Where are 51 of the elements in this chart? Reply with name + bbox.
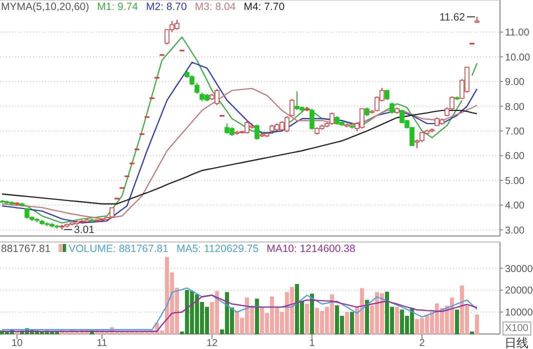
bar: [470, 332, 474, 334]
bar: [14, 332, 20, 334]
bar: [474, 314, 480, 334]
y-tick-label: 7.00: [505, 126, 525, 138]
y-tick-label: 5.00: [505, 176, 525, 187]
bar: [394, 306, 400, 334]
y-tick-label: 10.00: [505, 52, 530, 64]
x-tick-label: 1: [309, 338, 316, 349]
y-tick-label: 6.00: [505, 151, 525, 162]
annotation: 3.01: [74, 224, 95, 236]
y-tick-label: 8.00: [505, 102, 525, 113]
legend-title: MYMA(5,10,20,60): [1, 1, 90, 13]
y-tick-label: 10000: [505, 308, 533, 319]
bar: [304, 304, 310, 334]
text: M2: 8.70: [146, 1, 187, 13]
x-tick-label: 11: [96, 338, 108, 349]
text: M3: 8.04: [194, 1, 236, 13]
x-tick-label: 12: [206, 338, 218, 349]
candlestick: [390, 102, 394, 114]
candlestick: [194, 82, 200, 94]
line-series: [1, 110, 478, 204]
line-series: [1, 294, 478, 332]
bar: [310, 294, 314, 334]
x-tick-label: 10: [11, 338, 23, 349]
text: M4: 7.70: [244, 1, 285, 13]
bar: [364, 300, 370, 334]
line-series: [1, 88, 478, 220]
bar: [254, 298, 260, 334]
y-tick-label: 4.00: [505, 200, 525, 212]
x-axis-title: 日线: [504, 336, 528, 349]
candlestick: [384, 90, 390, 101]
annotation: 881767.81: [1, 243, 51, 255]
annotation: 11.62: [440, 11, 466, 24]
candlestick: [310, 108, 314, 130]
y-tick-label: 9.00: [505, 77, 525, 88]
candlestick: [290, 98, 294, 117]
y-axis-title: X100: [505, 323, 529, 334]
bar: [454, 310, 460, 334]
y-tick-label: 3.00: [505, 225, 525, 236]
candlestick: [254, 124, 260, 140]
bar: [350, 312, 354, 334]
line-series: [1, 287, 478, 330]
legend-label: VOLUME: 881767.81: [68, 243, 169, 255]
y-tick-label: 30000: [505, 264, 533, 275]
bar: [344, 312, 350, 334]
text: MA10: 1214600.38: [266, 243, 356, 255]
text: MA5: 1120629.75: [176, 243, 259, 255]
text: M1: 9.74: [97, 1, 138, 13]
y-tick-label: 20000: [505, 286, 533, 297]
x-tick-label: 2: [419, 338, 426, 349]
y-tick-label: 11.00: [505, 28, 530, 39]
